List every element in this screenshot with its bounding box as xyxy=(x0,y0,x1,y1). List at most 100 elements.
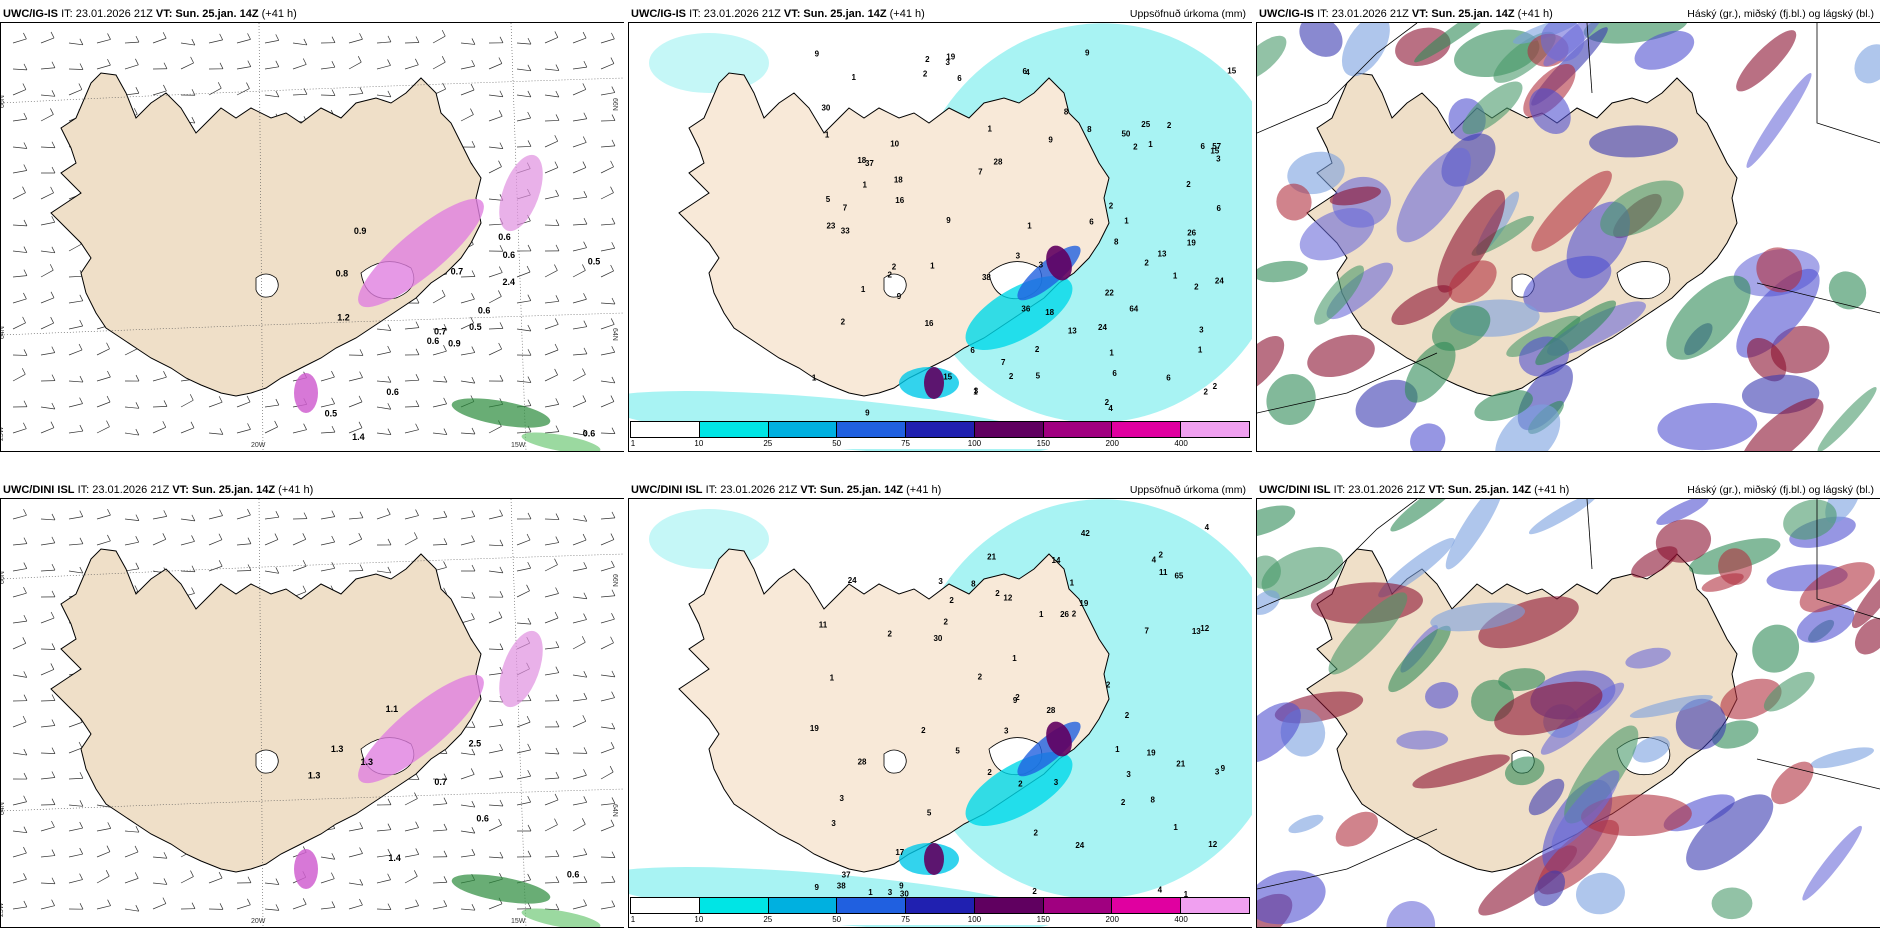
precip-patch xyxy=(451,398,551,428)
cloud-patch xyxy=(1854,617,1880,655)
value-label: 0.9 xyxy=(354,226,367,236)
precip-area xyxy=(924,843,944,875)
value-label: 2 xyxy=(1144,259,1149,268)
value-label: 2 xyxy=(1032,887,1037,896)
map-area[interactable] xyxy=(1256,22,1880,452)
value-label: 1 xyxy=(861,285,866,294)
value-label: 9 xyxy=(865,408,870,417)
value-label: 2 xyxy=(1194,283,1199,292)
cloud-patch xyxy=(1657,402,1758,451)
value-label: 0.6 xyxy=(498,232,511,242)
precip-area xyxy=(1046,721,1072,757)
value-label: 1 xyxy=(1198,346,1203,355)
value-label: 0.6 xyxy=(427,336,440,346)
colorbar-tick: 1 xyxy=(630,915,636,924)
cloud-patch xyxy=(1666,275,1751,360)
cloud-patch xyxy=(1257,870,1326,925)
cloud-patch xyxy=(1395,27,1451,66)
value-label: 13 xyxy=(1068,326,1077,335)
value-label: 1 xyxy=(930,261,935,270)
value-label: 21 xyxy=(987,553,996,562)
map-area[interactable]: 66N 64N 66N 64N 20W 15W 25W 1.3 1.3 0.7 1.1 1.4 2.5 1… xyxy=(0,498,624,928)
value-label: 1 xyxy=(1184,890,1189,899)
value-label: 16 xyxy=(925,319,934,328)
cloud-patch xyxy=(1828,271,1867,310)
value-label: 14 xyxy=(1052,556,1061,565)
value-label: 2 xyxy=(987,768,992,777)
cloud-map xyxy=(1257,23,1880,451)
colorbar-tick: 10 xyxy=(694,915,704,924)
value-label: 3 xyxy=(946,58,951,67)
cloud-patch xyxy=(1257,505,1296,538)
value-label: 9 xyxy=(814,883,819,892)
map-area[interactable]: 66N 64N 66N 64N 20W 15W 25W 0.9 0.8 0.7 0.5 0.6 0.6 0… xyxy=(0,22,624,452)
cloud-patch xyxy=(1629,694,1713,719)
value-label: 9 xyxy=(897,292,902,301)
panel-dini-clouds: UWC/DINI ISL IT: 23.01.2026 21Z VT: Sun.… xyxy=(1256,482,1880,928)
map-area[interactable]: 3 1 2 2 1 2 3 2 3 2 4 2 1 4 2 1 1 6 2 7 3 1 2 1 18 24 33 15 18 2 16 1 15… xyxy=(628,22,1252,452)
value-label: 3 xyxy=(1216,154,1221,163)
map-area[interactable]: 1 1 3 2 2 3 5 2 4 2 2 2 1 4 1 2 2 17 3 13 2 2 1 3 3 38 2 3 30 7 1 3 21 5 1… xyxy=(628,498,1252,928)
cloud-patch xyxy=(1854,44,1880,84)
cloud-patch xyxy=(1425,682,1459,709)
colorbar-cell xyxy=(631,422,700,437)
value-label: 26 xyxy=(1060,610,1069,619)
value-label: 5 xyxy=(955,746,960,755)
value-label: 1 xyxy=(1109,348,1114,357)
coord-label: 64N xyxy=(611,804,618,817)
cloud-patch xyxy=(1414,23,1508,63)
value-label: 0.6 xyxy=(478,305,491,315)
cloud-patch xyxy=(1675,698,1727,750)
value-label: 10 xyxy=(890,140,899,149)
value-label: 1 xyxy=(973,388,978,397)
value-label: 0.8 xyxy=(336,269,349,279)
colorbar-tick: 150 xyxy=(1036,915,1051,924)
value-label: 2 xyxy=(1015,693,1020,702)
precip-patch xyxy=(358,674,484,784)
cloud-patch xyxy=(1686,794,1774,871)
value-label: 18 xyxy=(857,156,866,165)
value-label: 1 xyxy=(1124,216,1129,225)
cloud-patch xyxy=(1504,756,1545,786)
value-label: 2.5 xyxy=(469,739,482,749)
cloud-patch xyxy=(1756,247,1803,293)
coord-label: 66N xyxy=(1,95,6,108)
precip-area xyxy=(1046,245,1072,281)
cloud-patch xyxy=(1711,887,1753,920)
value-label: 30 xyxy=(933,634,942,643)
value-label: 2 xyxy=(921,726,926,735)
colorbar-cell xyxy=(837,422,907,437)
value-label: 3 xyxy=(1054,778,1059,787)
colorbar-cell xyxy=(1181,898,1250,913)
cloud-patch xyxy=(1474,389,1533,422)
cloud-patch xyxy=(1257,260,1308,283)
value-label: 0.6 xyxy=(567,869,580,879)
value-label: 7 xyxy=(1001,358,1006,367)
value-label: 30 xyxy=(900,889,909,898)
value-label: 42 xyxy=(1081,529,1090,538)
value-label: 2 xyxy=(892,262,897,271)
region-lines xyxy=(1257,23,1880,414)
value-label: 19 xyxy=(1147,749,1156,758)
value-label: 8 xyxy=(1064,107,1069,116)
value-label: 28 xyxy=(1046,706,1055,715)
cloud-patch xyxy=(1736,30,1797,92)
colorbar-cell xyxy=(906,898,975,913)
cloud-patch xyxy=(1535,300,1617,366)
colorbar-tick: 75 xyxy=(901,439,910,448)
map-area[interactable] xyxy=(1256,498,1880,928)
cloud-patch xyxy=(1740,398,1824,451)
value-label: 2 xyxy=(887,630,892,639)
cloud-patch xyxy=(1410,423,1446,451)
cloud-patch xyxy=(1355,379,1418,428)
cloud-patch xyxy=(1404,341,1456,403)
value-label: 1 xyxy=(812,373,817,382)
cloud-patch xyxy=(1770,325,1830,374)
cloud-patch xyxy=(1528,499,1599,535)
cloud-patch xyxy=(1257,335,1285,393)
value-label: 1 xyxy=(1070,579,1075,588)
cloud-patch xyxy=(1386,901,1436,927)
value-label: 8 xyxy=(1150,796,1155,805)
cloud-patch xyxy=(1528,778,1565,816)
value-label: 12 xyxy=(1003,593,1012,602)
